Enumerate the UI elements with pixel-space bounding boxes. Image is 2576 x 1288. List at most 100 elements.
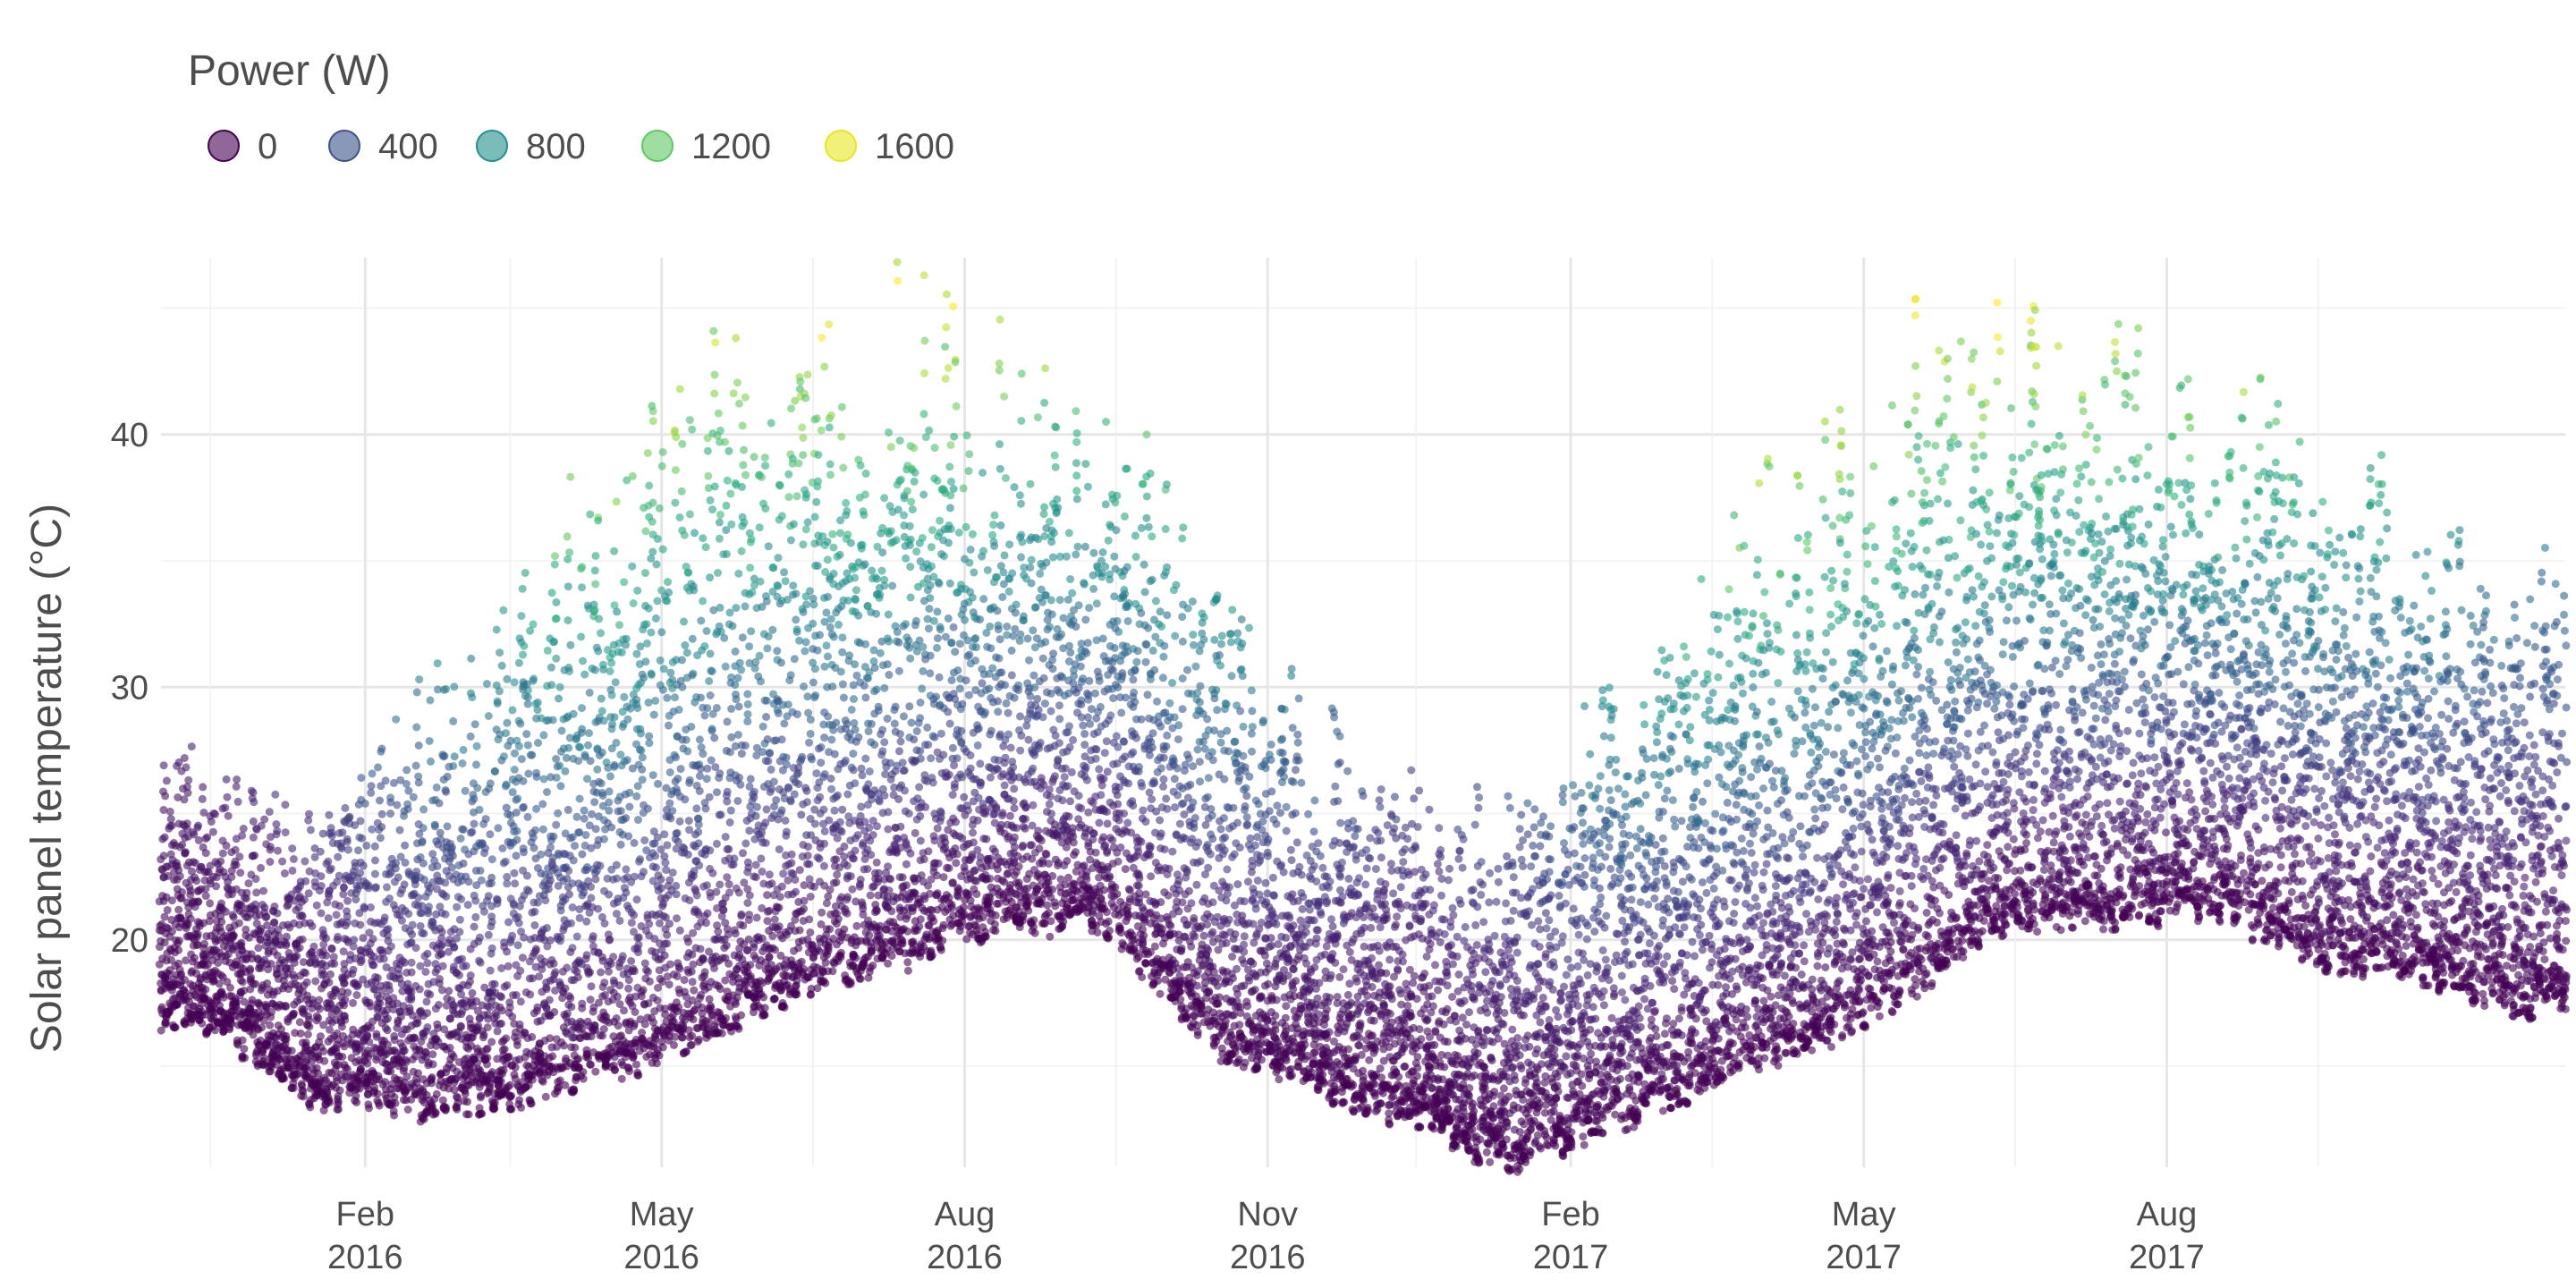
data-point [657,875,665,884]
data-point [699,955,708,964]
data-point [632,792,641,801]
data-point [499,752,508,761]
data-point [469,791,478,800]
data-point [803,843,812,852]
data-point [414,778,423,787]
data-point [186,914,195,923]
data-point [799,540,808,549]
data-point [584,970,593,979]
data-point [373,974,382,982]
data-point [312,901,321,910]
data-point [273,909,282,918]
data-point [851,725,860,734]
data-point [658,685,667,694]
data-point [296,1029,305,1038]
data-point [259,1054,268,1063]
data-point [518,584,527,593]
data-point [534,739,542,747]
data-point [503,674,512,683]
data-point [423,959,432,968]
data-point [379,954,388,963]
data-point [263,979,272,987]
data-point [617,648,626,657]
data-point [266,1021,275,1030]
data-point [880,494,889,503]
data-point [526,990,535,999]
data-point [762,713,771,721]
data-point [481,844,489,852]
data-point [763,917,772,926]
data-point [656,974,665,983]
data-point [174,945,183,954]
data-point [242,894,250,902]
data-point [381,776,390,785]
data-point [792,492,801,501]
data-point [839,463,848,472]
data-point [694,1035,703,1044]
data-point [820,662,829,671]
data-point [445,987,453,996]
data-point [231,845,240,854]
data-point [685,510,694,519]
data-point [496,992,504,1001]
data-point [659,665,668,674]
data-point [883,660,892,669]
data-point [822,608,831,617]
data-point [222,842,231,850]
data-point [743,899,752,907]
data-point [665,980,674,989]
data-point [761,757,770,766]
data-point [516,966,525,975]
data-point [546,936,555,945]
data-point [580,866,589,875]
data-point [898,758,907,767]
data-point [300,895,309,904]
data-point [683,747,692,756]
data-point [834,914,843,923]
data-point [479,907,488,916]
data-point [710,370,719,379]
data-point [852,586,860,595]
data-point [432,783,441,792]
data-point [366,1002,375,1011]
data-point [663,597,672,606]
data-point [715,534,724,543]
data-point [680,617,688,626]
data-point [522,730,531,739]
data-point [826,623,835,631]
data-point [514,919,523,928]
data-point [317,1043,326,1052]
data-point [816,792,825,801]
data-point [193,930,202,938]
data-point [548,1052,557,1061]
data-point [814,744,823,753]
data-point [605,890,614,899]
data-point [364,1100,373,1109]
data-point [594,647,603,656]
data-point [699,534,708,543]
data-point [745,911,753,919]
data-point [292,1069,301,1078]
data-point [633,586,642,595]
data-point [201,892,210,901]
data-point [741,839,750,848]
data-point [714,569,722,577]
data-point [638,775,647,784]
data-point [723,717,732,726]
data-point [298,911,307,920]
data-point [296,995,305,1004]
data-point [541,896,550,905]
data-point [520,848,528,857]
data-point [792,976,801,985]
data-point [695,772,704,780]
data-point [462,1110,471,1119]
data-point [428,1060,437,1069]
data-point [532,768,541,777]
data-point [165,807,174,816]
data-point [487,1038,496,1046]
data-point [477,1091,485,1100]
data-point [607,658,616,667]
data-point [727,520,736,529]
data-point [530,843,538,852]
data-point [706,649,715,658]
